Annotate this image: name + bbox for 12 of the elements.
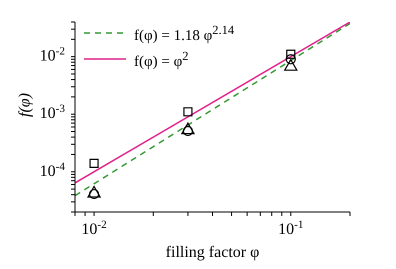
- legend-label: f(φ) = φ$^{2}$: [134, 48, 189, 72]
- point: [286, 54, 296, 64]
- point: [89, 158, 99, 168]
- y-tick-label: 10$^{-3}$: [40, 103, 66, 122]
- x-axis-title: filling factor φ: [166, 244, 260, 261]
- legend-label: f(φ) = 1.18 φ$^{2.14}$: [134, 22, 234, 46]
- x-tick-label: 10$^{-1}$: [278, 219, 304, 238]
- point: [286, 50, 296, 59]
- y-axis-title: f(φ): [16, 93, 34, 117]
- y-tick-label: 10$^{-4}$: [40, 160, 66, 180]
- y-tick-label: 10$^{-2}$: [40, 46, 65, 65]
- point: [87, 186, 101, 198]
